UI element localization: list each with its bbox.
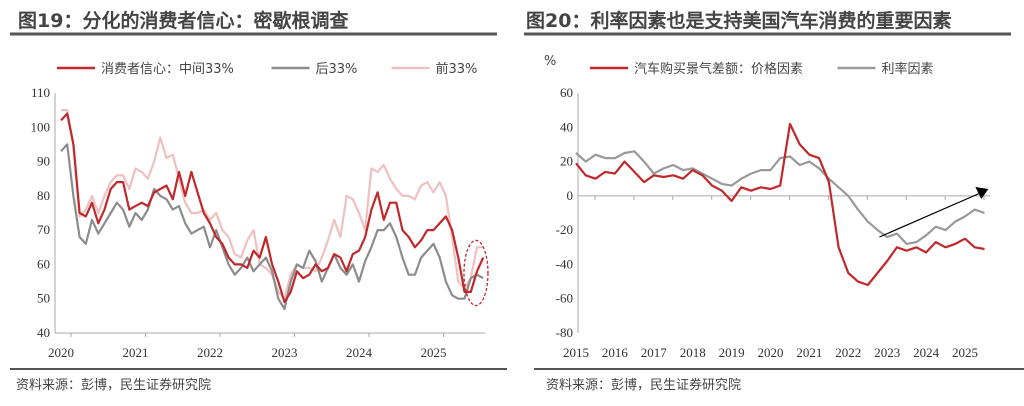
y-tick-label: 50 <box>37 291 50 306</box>
series-line <box>575 150 985 245</box>
series-line <box>575 122 985 287</box>
x-tick-label: 2021 <box>123 345 149 360</box>
x-tick-label: 2025 <box>952 345 978 360</box>
y-tick-label: -20 <box>556 222 573 237</box>
series-line <box>60 112 485 304</box>
y-tick-label: 80 <box>37 188 50 203</box>
legend-label: 后33% <box>316 62 358 77</box>
x-tick-label: 2016 <box>602 345 629 360</box>
x-tick-label: 2018 <box>680 345 706 360</box>
y-tick-label: -80 <box>556 325 573 340</box>
chart-right: -80 -60 -40 -20 0 20 40 60 2015 2016 2017 2018 2019 2… <box>544 54 990 360</box>
x-tick-label: 2023 <box>272 345 298 360</box>
y-unit-label: % <box>544 54 556 69</box>
legend-label: 利率因素 <box>882 61 934 77</box>
x-tick-label: 2015 <box>563 345 589 360</box>
x-tick-label: 2020 <box>758 345 784 360</box>
x-tick-label: 2024 <box>346 345 373 360</box>
y-tick-label: -40 <box>556 256 573 271</box>
y-tick-label: 70 <box>37 222 50 237</box>
series-line <box>60 143 484 311</box>
y-tick-label: 40 <box>37 325 50 340</box>
x-tick-label: 2025 <box>421 345 447 360</box>
y-tick-label: -60 <box>556 291 573 306</box>
legend-label: 消费者信心：中间33% <box>101 62 234 77</box>
x-tick-label: 2022 <box>197 345 223 360</box>
y-tick-label: 40 <box>560 119 573 134</box>
y-tick-label: 110 <box>31 85 50 100</box>
trend-arrow <box>879 192 981 238</box>
y-tick-label: 60 <box>560 85 573 100</box>
x-tick-label: 2020 <box>48 345 74 360</box>
chart-left: 40 50 60 70 80 90 100 110 2020 2021 2022 2023 2024 20… <box>31 61 489 360</box>
x-tick-label: 2021 <box>796 345 822 360</box>
chart-title-right: 图20：利率因素也是支持美国汽车消费的重要因素 <box>526 9 951 32</box>
chart-title-left: 图19：分化的消费者信心：密歇根调查 <box>18 9 349 32</box>
x-tick-label: 2022 <box>835 345 861 360</box>
source-left: 资料来源：彭博，民生证券研究院 <box>16 377 211 393</box>
source-right: 资料来源：彭博，民生证券研究院 <box>546 377 741 393</box>
x-tick-label: 2019 <box>719 345 745 360</box>
x-tick-label: 2017 <box>641 345 668 360</box>
y-tick-label: 90 <box>37 154 50 169</box>
highlight-ellipse <box>463 239 489 307</box>
y-tick-label: 100 <box>31 119 51 134</box>
y-tick-label: 60 <box>37 256 50 271</box>
y-tick-label: 20 <box>560 154 573 169</box>
x-tick-label: 2024 <box>913 345 940 360</box>
arrow-head-icon <box>975 187 989 199</box>
legend-label: 汽车购买景气差额：价格因素 <box>634 61 803 77</box>
legend-label: 前33% <box>436 61 478 77</box>
y-tick-label: 0 <box>567 188 574 203</box>
x-tick-label: 2023 <box>874 345 900 360</box>
